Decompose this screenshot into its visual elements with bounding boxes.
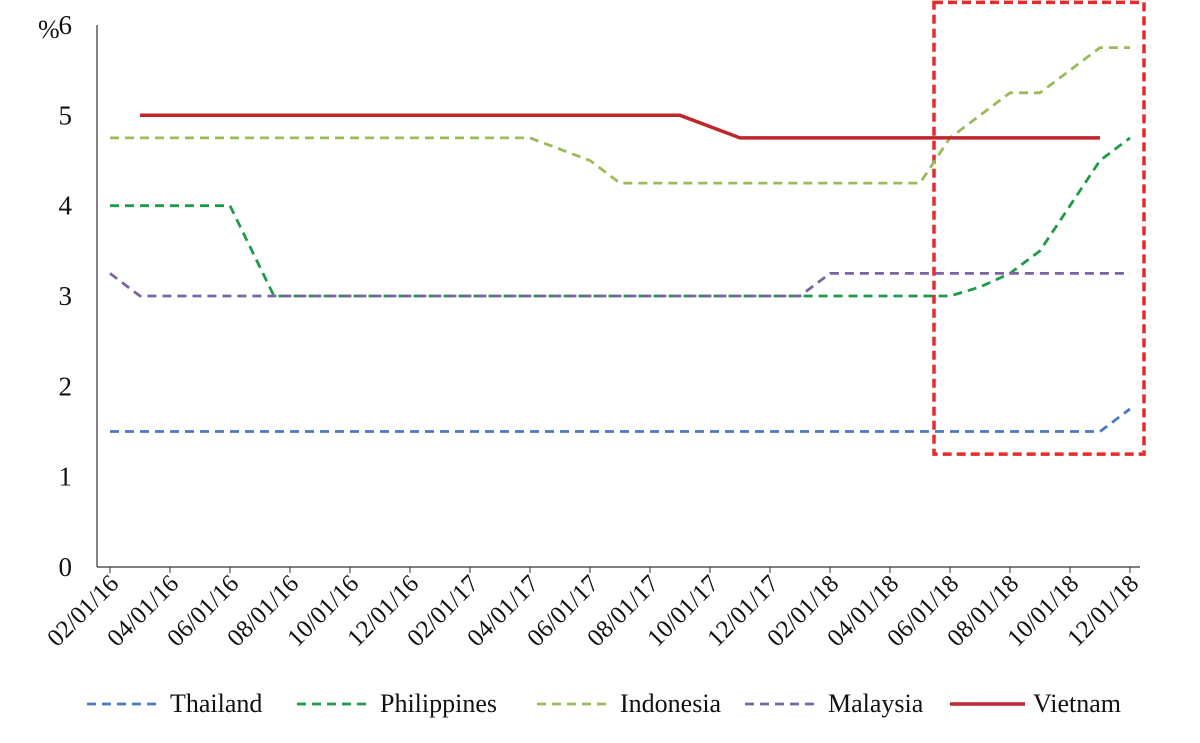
- y-unit-label: %: [38, 15, 60, 44]
- legend: Thailand Philippines Indonesia Malaysia Viet…: [87, 689, 1121, 718]
- series-line-philippines: [110, 136, 1131, 298]
- highlight-box: [932, 0, 1146, 456]
- y-tick-label: 4: [59, 191, 73, 221]
- legend-label-thailand: Thailand: [170, 689, 262, 718]
- tick-labels: %012345602/01/1604/01/1606/01/1608/01/16…: [38, 10, 1144, 652]
- series-line-vietnam: [140, 113, 1100, 140]
- y-tick-label: 1: [59, 462, 73, 492]
- y-tick-label: 5: [59, 100, 73, 130]
- series-line-thailand: [110, 407, 1131, 433]
- y-tick-label: 6: [59, 10, 73, 40]
- legend-label-vietnam: Vietnam: [1033, 689, 1121, 718]
- y-tick-label: 0: [59, 552, 73, 582]
- series-line-indonesia: [110, 46, 1130, 185]
- legend-label-indonesia: Indonesia: [620, 689, 722, 718]
- legend-label-philippines: Philippines: [380, 689, 497, 718]
- legend-label-malaysia: Malaysia: [828, 689, 924, 718]
- y-tick-label: 3: [59, 281, 73, 311]
- series-layer: [109, 46, 1131, 433]
- axes: [96, 25, 1140, 573]
- y-tick-label: 2: [59, 371, 73, 401]
- series-line-malaysia: [109, 272, 1130, 298]
- highlight-box-layer: [932, 0, 1146, 456]
